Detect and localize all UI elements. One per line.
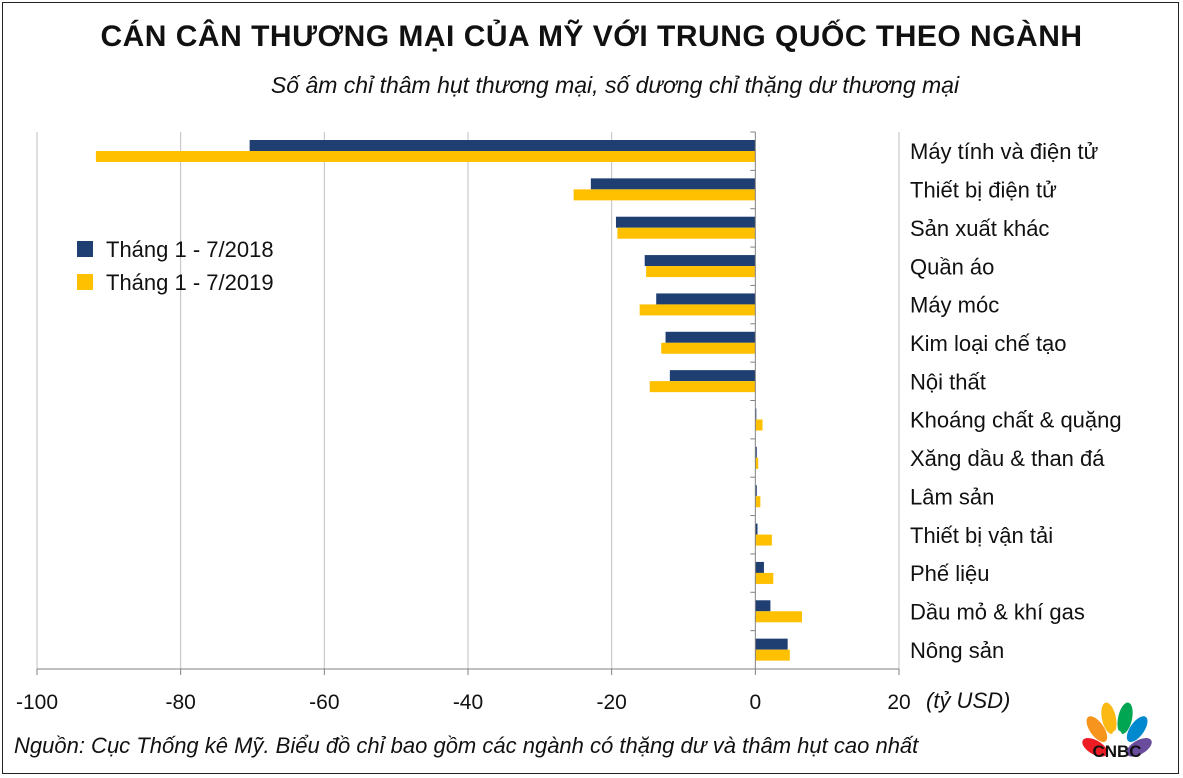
bar-series-1 xyxy=(590,178,756,190)
category-label: Thiết bị vận tải xyxy=(910,523,1053,548)
peacock-icon xyxy=(1082,702,1152,757)
bar-series-2 xyxy=(755,649,790,661)
x-tick-label: -60 xyxy=(309,691,339,714)
bar-series-2 xyxy=(661,342,756,354)
bar-series-1 xyxy=(755,523,758,535)
bar-series-2 xyxy=(639,304,756,316)
bar-series-2 xyxy=(755,419,763,431)
bar-series-2 xyxy=(755,572,774,584)
bar-series-1 xyxy=(656,293,756,305)
category-label: Dầu mỏ & khí gas xyxy=(910,599,1085,624)
category-label: Xăng dầu & than đá xyxy=(910,446,1105,471)
bar-series-1 xyxy=(755,600,771,612)
bar-series-1 xyxy=(669,370,756,382)
bar-series-2 xyxy=(573,189,756,201)
bar-series-1 xyxy=(755,561,764,573)
category-label: Thiết bị điện tử xyxy=(910,178,1057,203)
category-label: Khoáng chất & quặng xyxy=(910,408,1122,433)
bar-series-2 xyxy=(755,534,772,546)
bar-series-1 xyxy=(249,140,756,151)
bar-series-2 xyxy=(646,266,756,278)
bar-series-1 xyxy=(665,331,756,343)
x-axis-unit: (tỷ USD) xyxy=(926,688,1011,713)
legend-swatch xyxy=(77,241,93,257)
bar-series-2 xyxy=(617,227,756,239)
source-note: Nguồn: Cục Thống kê Mỹ. Biểu đồ chỉ bao … xyxy=(14,733,919,758)
cnbc-logo: CNBC xyxy=(1075,697,1159,766)
category-label: Nội thất xyxy=(910,369,986,394)
svg-text:CNBC: CNBC xyxy=(1092,742,1141,761)
bar-series-2 xyxy=(755,496,761,508)
legend-label: Tháng 1 - 7/2019 xyxy=(106,270,274,295)
legend-label: Tháng 1 - 7/2018 xyxy=(106,237,274,262)
bar-series-1 xyxy=(615,216,756,228)
category-label: Máy tính và điện tử xyxy=(910,139,1099,164)
bar-series-1 xyxy=(644,255,756,267)
bar-series-2 xyxy=(755,457,759,469)
bar-series-2 xyxy=(649,381,756,393)
legend-swatch xyxy=(77,274,93,290)
category-label: Sản xuất khác xyxy=(910,216,1049,241)
category-label: Máy móc xyxy=(910,293,999,318)
bar-series-2 xyxy=(95,151,756,162)
category-label: Kim loại chế tạo xyxy=(910,331,1067,356)
bar-series-1 xyxy=(755,485,757,497)
x-tick-label: 20 xyxy=(887,691,910,714)
category-label: Quần áo xyxy=(910,254,994,279)
chart-title: CÁN CÂN THƯƠNG MẠI CỦA MỸ VỚI TRUNG QUỐC… xyxy=(100,20,1083,53)
category-label: Phế liệu xyxy=(910,561,990,586)
x-tick-label: -40 xyxy=(453,691,483,714)
chart-subtitle: Số âm chỉ thâm hụt thương mại, số dương … xyxy=(270,72,960,98)
category-label: Nông sản xyxy=(910,638,1004,663)
x-tick-label: -80 xyxy=(165,691,195,714)
x-tick-label: -100 xyxy=(16,691,58,714)
x-tick-label: -20 xyxy=(596,691,626,714)
bar-series-1 xyxy=(755,638,788,650)
x-tick-label: 0 xyxy=(749,691,761,714)
bar-series-1 xyxy=(755,446,757,458)
bar-series-2 xyxy=(755,611,803,623)
category-label: Lâm sản xyxy=(910,484,994,509)
